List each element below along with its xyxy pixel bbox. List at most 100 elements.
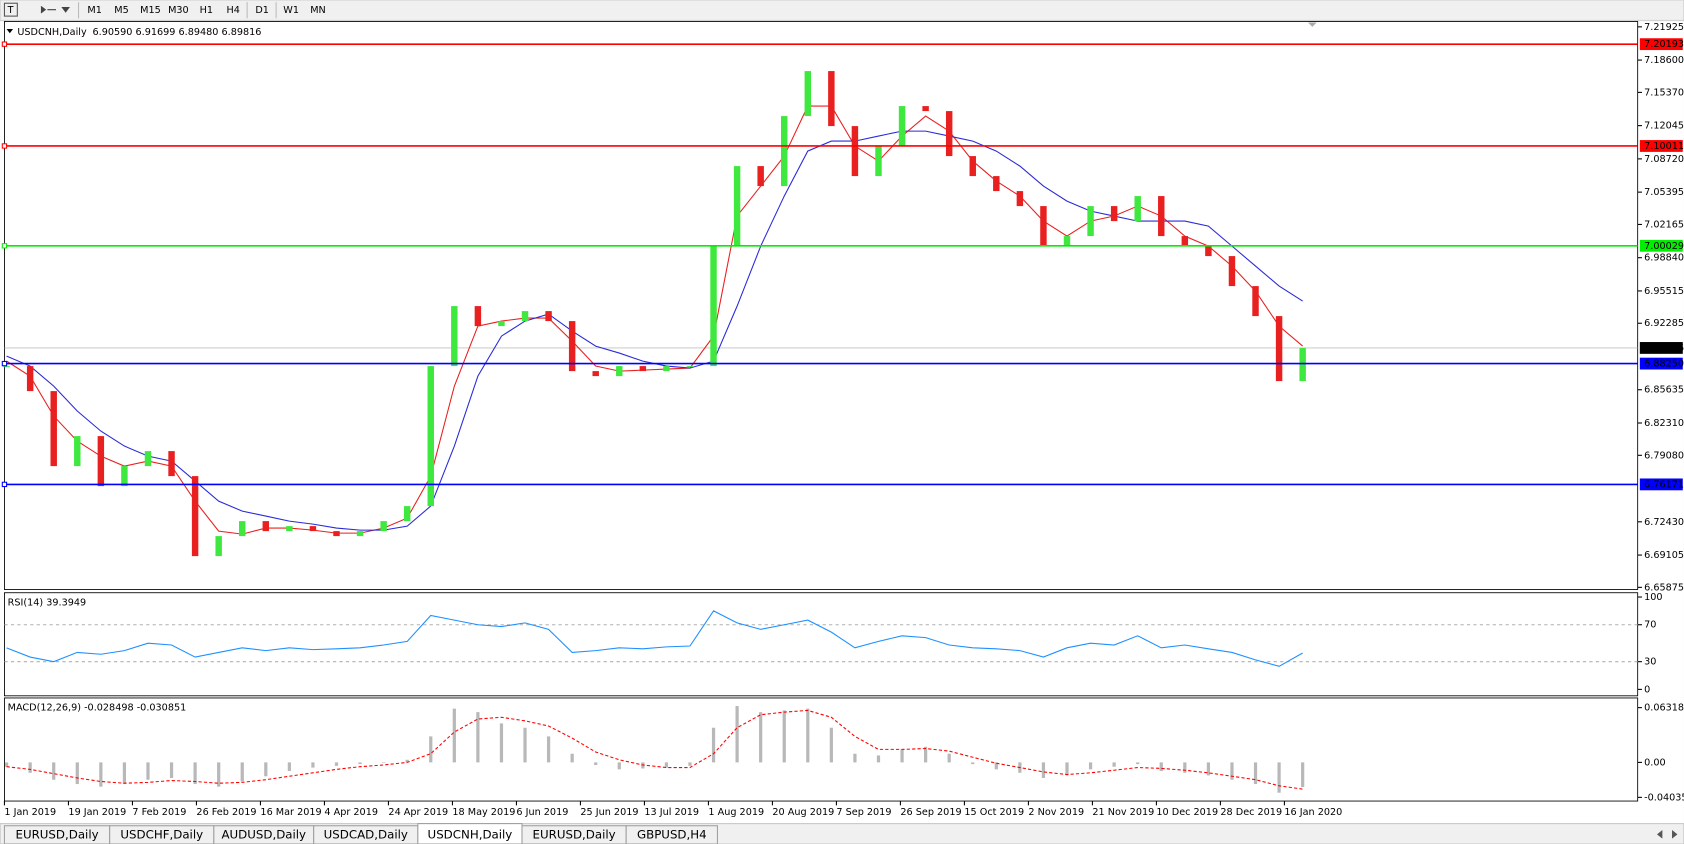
level-handle <box>1 481 8 488</box>
candle <box>262 521 270 532</box>
candle <box>403 506 411 522</box>
macd-histogram-bar <box>853 753 857 763</box>
panel-frame <box>4 697 1639 802</box>
macd-histogram-bar <box>405 759 409 763</box>
candle <box>1063 236 1071 247</box>
candle <box>875 146 882 177</box>
candle <box>1158 196 1165 237</box>
candle <box>828 71 835 127</box>
candle <box>898 106 906 147</box>
timeframe-button[interactable]: M1 <box>87 5 101 16</box>
y-tick-label: 6.82310 <box>1644 418 1684 429</box>
macd-histogram-bar <box>735 706 739 763</box>
candle <box>3 366 10 368</box>
y-tick-label: -0.040355 <box>1644 792 1684 803</box>
x-tick-label: 28 Dec 2019 <box>1220 807 1282 818</box>
x-tick-label: 15 Oct 2019 <box>964 807 1024 818</box>
candle <box>733 166 741 247</box>
candle <box>1181 236 1189 247</box>
timeframe-button[interactable]: W1 <box>283 5 299 16</box>
panel-frame <box>4 592 1639 697</box>
level-price-box <box>1639 478 1683 491</box>
chart-ohlc: 6.90590 6.91699 6.89480 6.89816 <box>92 27 261 38</box>
candle <box>1016 191 1024 207</box>
chart-tab-label[interactable]: USDCHF,Daily <box>120 827 203 841</box>
timeframe-button[interactable]: M15 <box>140 5 161 16</box>
y-tick-label: 0.00 <box>1644 757 1666 768</box>
y-tick-label: 7.18600 <box>1644 55 1684 66</box>
x-tick-label: 19 Jan 2019 <box>68 807 126 818</box>
timeframe-button[interactable]: H4 <box>226 5 239 16</box>
level-price-box <box>1639 357 1683 370</box>
x-tick-label: 10 Dec 2019 <box>1156 807 1218 818</box>
text-tool-glyph: T <box>7 5 14 16</box>
x-tick-label: 16 Jan 2020 <box>1284 807 1342 818</box>
panel-frame <box>4 21 1639 590</box>
candle <box>239 521 246 537</box>
candle <box>1134 196 1141 222</box>
y-tick-label: 30 <box>1644 657 1656 668</box>
timeframe-button[interactable]: MN <box>310 5 326 16</box>
x-tick-label: 25 Jun 2019 <box>580 807 638 818</box>
candle <box>1228 256 1236 287</box>
candle <box>356 531 364 537</box>
level-handle <box>1 360 8 367</box>
toolbar <box>0 0 1684 21</box>
tab-scroll-right[interactable] <box>1672 830 1678 839</box>
macd-histogram-bar <box>782 710 786 763</box>
candle <box>710 246 717 367</box>
macd-histogram-bar <box>971 762 975 765</box>
candle <box>545 311 552 322</box>
level-price-label: 6.88250 <box>1644 359 1684 370</box>
timeframe-button[interactable]: M30 <box>168 5 189 16</box>
chart-tab-label[interactable]: EURUSD,Daily <box>16 827 99 841</box>
text-tool-icon[interactable] <box>3 2 18 17</box>
y-tick-label: 6.72430 <box>1644 517 1684 528</box>
macd-histogram-bar <box>499 723 504 763</box>
timeframe-button[interactable]: H1 <box>200 5 213 16</box>
x-tick-label: 7 Sep 2019 <box>836 807 891 818</box>
tab-scroll-left[interactable] <box>1657 830 1663 839</box>
candle <box>380 521 387 532</box>
y-tick-label: 6.69105 <box>1644 550 1684 561</box>
timeframe-button[interactable]: M5 <box>114 5 128 16</box>
timeframe-button[interactable]: D1 <box>255 5 269 16</box>
templates-icon[interactable] <box>40 6 70 14</box>
candle <box>121 466 128 487</box>
chart-tab-label[interactable]: AUDUSD,Daily <box>221 827 306 841</box>
macd-histogram-bar <box>287 762 291 772</box>
candle <box>521 311 529 322</box>
chart-tab-label[interactable]: USDCNH,Daily <box>428 827 513 841</box>
macd-histogram-bar <box>523 727 527 763</box>
y-tick-label: 100 <box>1644 592 1662 603</box>
macd-histogram-bar <box>994 762 998 770</box>
chart-tab[interactable] <box>625 825 718 844</box>
level-price-label: 7.20193 <box>1644 39 1684 50</box>
last-price-box <box>1639 342 1683 354</box>
header-arrow <box>6 28 14 34</box>
y-tick-label: 6.85635 <box>1644 385 1684 396</box>
level-handle <box>1 143 8 149</box>
candle <box>922 106 929 112</box>
macd-histogram-bar <box>546 736 551 763</box>
chart-tab-label[interactable]: GBPUSD,H4 <box>637 827 707 841</box>
macd-histogram-bar <box>52 762 56 780</box>
chart-tab-label[interactable]: EURUSD,Daily <box>533 827 616 841</box>
candle <box>663 366 670 372</box>
y-tick-label: 0.063184 <box>1644 703 1684 714</box>
chart-tab-label[interactable]: USDCAD,Daily <box>324 827 408 841</box>
rsi-line <box>6 610 1303 667</box>
y-tick-label: 6.98840 <box>1644 253 1684 264</box>
macd-histogram-bar <box>476 712 480 763</box>
candle <box>969 156 976 177</box>
level-price-box <box>1639 38 1683 51</box>
macd-histogram-bar <box>1088 762 1093 770</box>
level-handle <box>1 41 8 47</box>
candle <box>851 126 859 177</box>
macd-histogram-bar <box>334 762 339 766</box>
shift-marker <box>1308 22 1317 27</box>
x-tick-label: 20 Aug 2019 <box>772 807 834 818</box>
candle <box>191 476 199 557</box>
x-tick-label: 21 Nov 2019 <box>1092 807 1154 818</box>
